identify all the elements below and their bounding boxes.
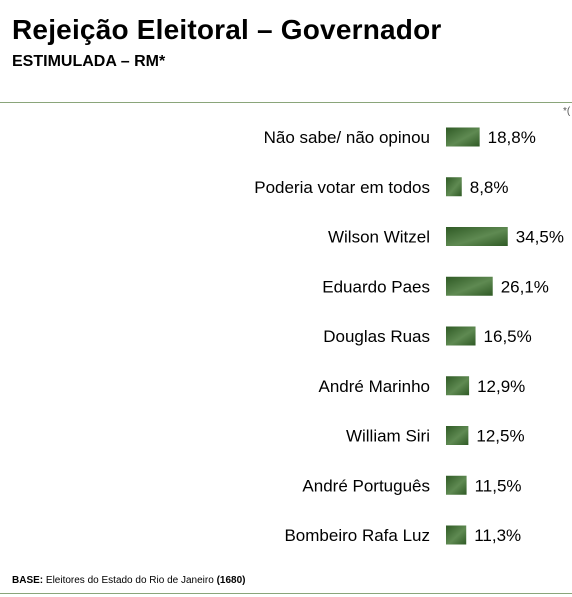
value-label: 12,9% (477, 377, 525, 396)
bar (446, 376, 470, 396)
bar (446, 177, 462, 197)
value-label: 11,5% (475, 476, 522, 495)
bar (446, 276, 493, 296)
footer-base-count: (1680) (216, 575, 246, 586)
value-label: 12,5% (476, 427, 524, 446)
bars-layer: Não sabe/ não opinou 18,8% Poderia votar e… (254, 127, 564, 545)
footer-base-text: Eleitores do Estado do Rio de Janeiro (43, 575, 217, 586)
bar (446, 525, 467, 545)
category-label: Não sabe/ não opinou (264, 128, 430, 147)
category-label: Douglas Ruas (323, 327, 430, 346)
category-label: Eduardo Paes (322, 277, 430, 296)
top-divider (0, 102, 572, 103)
bar (446, 426, 469, 445)
category-label: André Português (302, 476, 430, 495)
category-label: William Siri (346, 427, 430, 446)
value-label: 26,1% (501, 277, 549, 296)
category-label: Wilson Witzel (328, 228, 430, 247)
page-title: Rejeição Eleitoral – Governador (12, 14, 442, 45)
footer-base-label: BASE: (12, 575, 44, 586)
category-label: André Marinho (318, 377, 430, 396)
value-label: 34,5% (516, 228, 564, 247)
value-label: 8,8% (470, 178, 509, 197)
page-subtitle: ESTIMULADA – RM* (12, 53, 166, 70)
value-label: 18,8% (488, 128, 536, 147)
footer-base-note: BASE: Eleitores do Estado do Rio de Jane… (12, 575, 245, 586)
category-label: Poderia votar em todos (254, 178, 430, 197)
bar (446, 227, 508, 246)
bottom-divider (0, 593, 572, 594)
category-label: Bombeiro Rafa Luz (284, 526, 430, 545)
value-label: 16,5% (484, 327, 532, 346)
corner-note-mark: *( (563, 106, 571, 117)
value-label: 11,3% (474, 526, 521, 545)
bar (446, 475, 467, 495)
bar (446, 127, 480, 147)
bar (446, 326, 476, 346)
